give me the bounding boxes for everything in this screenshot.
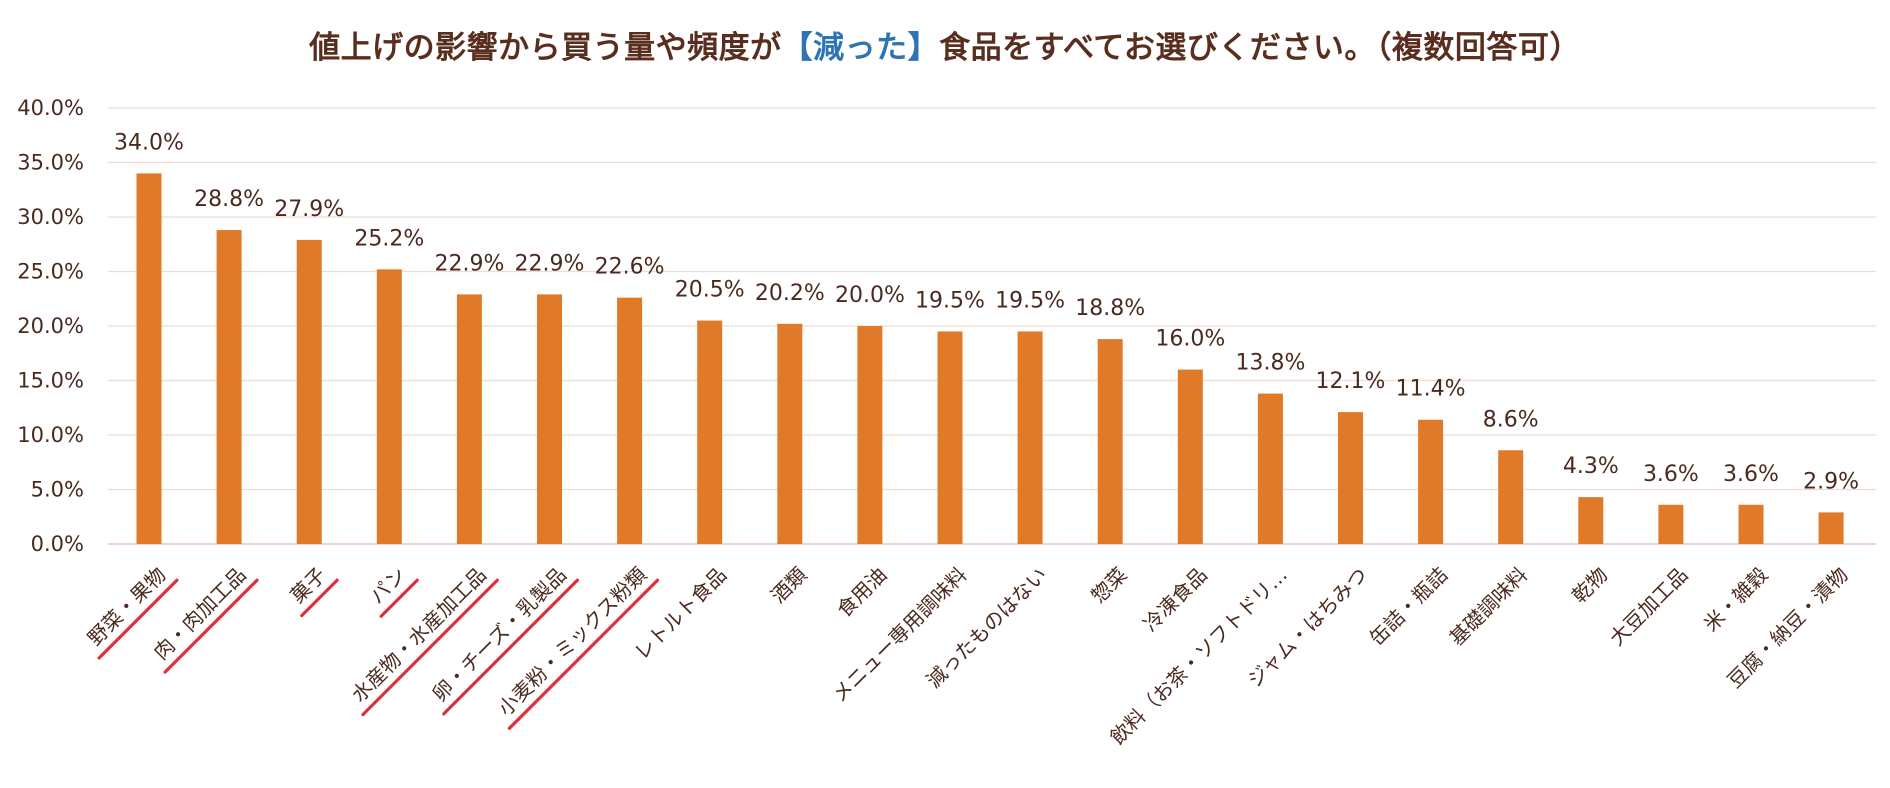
bar (537, 294, 562, 544)
category-label: 缶詰・瓶詰 (1364, 563, 1452, 651)
bar (937, 331, 963, 544)
bar (697, 320, 723, 544)
category-label: 野菜・果物 (83, 563, 171, 651)
data-label: 19.5% (915, 288, 985, 313)
y-tick-label: 40.0% (17, 96, 84, 120)
category-underlines (97, 578, 660, 730)
chart-title: 値上げの影響から買う量や頻度が【減った】食品をすべてお選びください。（複数回答可… (0, 22, 1890, 67)
data-label: 22.6% (595, 255, 665, 280)
data-label: 18.8% (1075, 296, 1145, 321)
category-label: メニュー専用調味料 (827, 563, 971, 707)
bar (1738, 504, 1764, 544)
bar (1498, 450, 1524, 544)
bar (1097, 339, 1123, 544)
y-tick-label: 30.0% (17, 205, 84, 229)
bar (1338, 412, 1363, 544)
category-label: 乾物 (1567, 563, 1612, 608)
category-label: 食用油 (832, 563, 891, 622)
category-label: 基礎調味料 (1445, 563, 1533, 651)
bar (1257, 393, 1283, 544)
y-axis-ticks: 0.0% 5.0% 10.0% 15.0% 20.0% 25.0% 30.0% 35.0% 40… (17, 96, 84, 556)
data-label: 25.2% (354, 226, 424, 251)
category-underline (361, 578, 499, 717)
bar (1818, 512, 1844, 544)
data-label: 20.0% (835, 283, 905, 308)
category-underline (163, 578, 259, 674)
category-label: 水産物・水産加工品 (347, 563, 491, 707)
data-label: 12.1% (1316, 369, 1386, 394)
data-label: 13.8% (1235, 351, 1305, 376)
data-label: 2.9% (1803, 469, 1859, 494)
data-label: 19.5% (995, 288, 1065, 313)
bar (617, 297, 643, 544)
data-label: 34.0% (114, 130, 184, 155)
category-label: 米・雑穀 (1699, 563, 1773, 637)
y-tick-label: 5.0% (31, 478, 84, 502)
bar (216, 230, 242, 544)
y-tick-label: 0.0% (31, 532, 84, 556)
bar (136, 173, 162, 544)
data-label: 20.5% (675, 278, 745, 303)
category-label: 酒類 (766, 563, 811, 608)
category-label: 卵・チーズ・乳製品 (427, 563, 571, 707)
data-labels: 34.0% 28.8% 27.9% 25.2% 22.9% 22.9% 22.6% 20.5%… (114, 130, 1859, 494)
data-label: 27.9% (274, 197, 344, 222)
bar (1017, 331, 1043, 544)
data-label: 22.9% (515, 251, 585, 276)
category-underline (379, 578, 419, 618)
category-underline (442, 578, 579, 716)
chart-title-highlight: 【減った】 (781, 30, 940, 66)
bar (296, 239, 322, 544)
category-label: 冷凍食品 (1138, 563, 1212, 637)
y-tick-label: 15.0% (17, 369, 84, 393)
data-label: 3.6% (1643, 462, 1699, 487)
category-underline (300, 578, 339, 618)
data-label: 4.3% (1563, 454, 1619, 479)
bar (1658, 504, 1684, 544)
bar (456, 294, 482, 544)
data-label: 20.2% (755, 281, 825, 306)
category-underline (507, 578, 660, 730)
chart-title-before: 値上げの影響から買う量や頻度が (309, 30, 782, 66)
data-label: 11.4% (1396, 377, 1466, 402)
category-label: 惣菜 (1086, 563, 1131, 608)
bar (1177, 369, 1203, 544)
bar (1578, 497, 1604, 544)
bar (777, 323, 803, 544)
bars (136, 173, 1844, 544)
bar (857, 326, 883, 544)
x-axis-category-labels: 野菜・果物肉・肉加工品 菓子 パン水産物・水産加工品卵・チーズ・乳製品小麦粉・ミック… (83, 563, 1853, 750)
category-label: パン (365, 563, 411, 609)
category-label: 菓子 (285, 563, 330, 608)
y-tick-label: 25.0% (17, 260, 84, 284)
data-label: 8.6% (1483, 407, 1539, 432)
data-label: 16.0% (1155, 327, 1225, 352)
bar (1418, 419, 1444, 544)
data-label: 22.9% (434, 251, 504, 276)
category-underline (97, 578, 179, 660)
data-label: 28.8% (194, 187, 264, 212)
category-label: 大豆加工品 (1605, 563, 1693, 651)
bar (376, 269, 402, 544)
chart-title-after: 食品をすべてお選びください。（複数回答可） (939, 30, 1581, 66)
y-tick-label: 10.0% (17, 423, 84, 447)
y-tick-label: 35.0% (17, 151, 84, 175)
data-label: 3.6% (1723, 462, 1779, 487)
y-tick-label: 20.0% (17, 314, 84, 338)
